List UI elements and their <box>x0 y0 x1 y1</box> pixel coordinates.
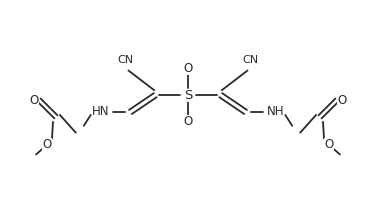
Text: O: O <box>42 138 52 151</box>
Text: NH: NH <box>267 106 284 118</box>
Text: CN: CN <box>117 55 133 65</box>
Text: O: O <box>337 94 346 107</box>
Text: S: S <box>184 89 192 102</box>
Text: O: O <box>183 115 193 128</box>
Text: O: O <box>183 62 193 75</box>
Text: O: O <box>30 94 39 107</box>
Text: CN: CN <box>243 55 259 65</box>
Text: HN: HN <box>92 106 109 118</box>
Text: O: O <box>324 138 334 151</box>
